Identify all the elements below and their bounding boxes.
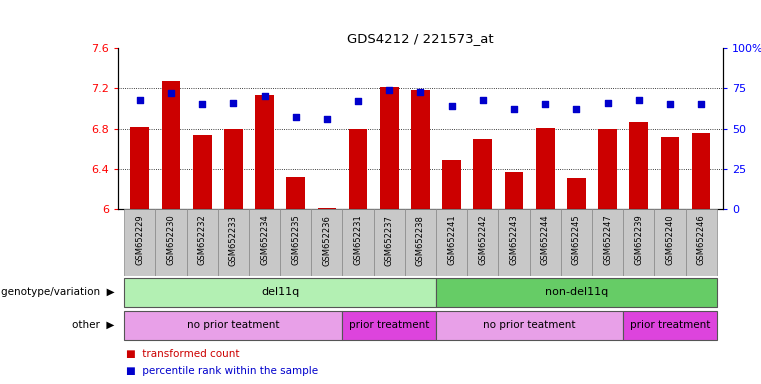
Point: [384, 87, 396, 93]
Text: del11q: del11q: [261, 287, 299, 297]
Bar: [349, 129, 368, 209]
Bar: [598, 129, 617, 209]
Bar: [686, 209, 717, 276]
Bar: [473, 139, 492, 209]
Bar: [155, 209, 186, 276]
Point: [445, 103, 457, 109]
Point: [539, 101, 551, 108]
Point: [134, 96, 146, 103]
Point: [601, 100, 613, 106]
Bar: [280, 209, 311, 276]
Bar: [193, 135, 212, 209]
Bar: [661, 137, 680, 209]
Bar: [342, 311, 436, 340]
Text: GSM652238: GSM652238: [416, 215, 425, 265]
Point: [196, 101, 209, 108]
Bar: [286, 177, 305, 209]
Bar: [654, 209, 686, 276]
Text: GSM652231: GSM652231: [354, 215, 362, 265]
Bar: [161, 81, 180, 209]
Point: [695, 101, 707, 108]
Text: GSM652241: GSM652241: [447, 215, 456, 265]
Bar: [436, 209, 467, 276]
Text: GSM652243: GSM652243: [510, 215, 518, 265]
Bar: [623, 209, 654, 276]
Title: GDS4212 / 221573_at: GDS4212 / 221573_at: [347, 32, 494, 45]
Text: GSM652239: GSM652239: [634, 215, 643, 265]
Bar: [224, 129, 243, 209]
Text: ■  percentile rank within the sample: ■ percentile rank within the sample: [126, 366, 317, 376]
Text: GSM652237: GSM652237: [385, 215, 393, 265]
Bar: [505, 172, 524, 209]
Bar: [629, 122, 648, 209]
Text: GSM652245: GSM652245: [572, 215, 581, 265]
Text: GSM652244: GSM652244: [541, 215, 549, 265]
Bar: [342, 209, 374, 276]
Bar: [561, 209, 592, 276]
Text: GSM652236: GSM652236: [323, 215, 331, 265]
Text: GSM652229: GSM652229: [135, 215, 145, 265]
Text: GSM652246: GSM652246: [696, 215, 705, 265]
Bar: [498, 209, 530, 276]
Text: GSM652235: GSM652235: [291, 215, 300, 265]
Bar: [592, 209, 623, 276]
Bar: [567, 178, 586, 209]
Point: [352, 98, 365, 104]
Point: [259, 93, 271, 99]
Bar: [130, 127, 149, 209]
Text: no prior teatment: no prior teatment: [483, 320, 576, 330]
Text: non-del11q: non-del11q: [545, 287, 608, 297]
Point: [414, 88, 426, 94]
Point: [632, 96, 645, 103]
Bar: [317, 208, 336, 209]
Bar: [380, 87, 399, 209]
Bar: [536, 127, 555, 209]
Bar: [442, 160, 461, 209]
Bar: [218, 209, 249, 276]
Text: prior treatment: prior treatment: [349, 320, 429, 330]
Point: [321, 116, 333, 122]
Bar: [249, 209, 280, 276]
Point: [290, 114, 302, 121]
Point: [228, 100, 240, 106]
Text: no prior teatment: no prior teatment: [187, 320, 279, 330]
Bar: [405, 209, 436, 276]
Text: GSM652242: GSM652242: [479, 215, 487, 265]
Bar: [436, 278, 717, 308]
Bar: [530, 209, 561, 276]
Bar: [255, 95, 274, 209]
Point: [664, 101, 676, 108]
Bar: [411, 90, 430, 209]
Text: genotype/variation  ▶: genotype/variation ▶: [1, 287, 114, 297]
Point: [508, 106, 520, 113]
Text: GSM652234: GSM652234: [260, 215, 269, 265]
Point: [570, 106, 582, 113]
Point: [476, 96, 489, 103]
Bar: [311, 209, 342, 276]
Text: other  ▶: other ▶: [72, 320, 114, 330]
Bar: [374, 209, 405, 276]
Bar: [623, 311, 717, 340]
Bar: [124, 278, 436, 308]
Bar: [124, 311, 342, 340]
Bar: [124, 209, 155, 276]
Text: ■  transformed count: ■ transformed count: [126, 349, 239, 359]
Text: GSM652233: GSM652233: [229, 215, 238, 265]
Bar: [467, 209, 498, 276]
Text: prior treatment: prior treatment: [630, 320, 710, 330]
Text: GSM652230: GSM652230: [167, 215, 176, 265]
Bar: [186, 209, 218, 276]
Bar: [436, 311, 623, 340]
Bar: [692, 133, 711, 209]
Text: GSM652232: GSM652232: [198, 215, 207, 265]
Text: GSM652240: GSM652240: [665, 215, 674, 265]
Point: [165, 90, 177, 96]
Text: GSM652247: GSM652247: [603, 215, 612, 265]
